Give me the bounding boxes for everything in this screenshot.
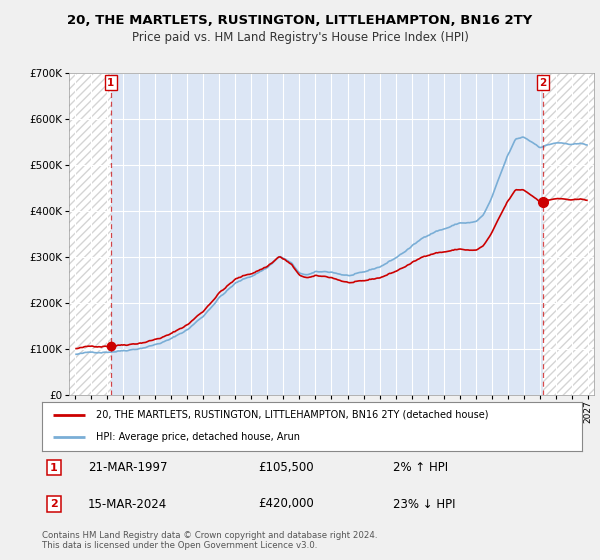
Text: 1: 1 (50, 463, 58, 473)
Text: HPI: Average price, detached house, Arun: HPI: Average price, detached house, Arun (96, 432, 300, 442)
Text: 23% ↓ HPI: 23% ↓ HPI (393, 497, 455, 511)
Text: 1: 1 (107, 78, 115, 87)
Bar (69, 73, 111, 395)
Bar (543, 73, 594, 395)
Text: 20, THE MARTLETS, RUSTINGTON, LITTLEHAMPTON, BN16 2TY: 20, THE MARTLETS, RUSTINGTON, LITTLEHAMP… (67, 14, 533, 27)
Text: 20, THE MARTLETS, RUSTINGTON, LITTLEHAMPTON, BN16 2TY (detached house): 20, THE MARTLETS, RUSTINGTON, LITTLEHAMP… (96, 410, 488, 420)
Text: Contains HM Land Registry data © Crown copyright and database right 2024.
This d: Contains HM Land Registry data © Crown c… (42, 531, 377, 550)
Text: 2% ↑ HPI: 2% ↑ HPI (393, 461, 448, 474)
Text: £105,500: £105,500 (258, 461, 314, 474)
Bar (69, 73, 111, 395)
Text: 2: 2 (539, 78, 547, 87)
Text: 15-MAR-2024: 15-MAR-2024 (88, 497, 167, 511)
Text: 2: 2 (50, 499, 58, 509)
Bar (543, 73, 594, 395)
Text: £420,000: £420,000 (258, 497, 314, 511)
Text: 21-MAR-1997: 21-MAR-1997 (88, 461, 167, 474)
Text: Price paid vs. HM Land Registry's House Price Index (HPI): Price paid vs. HM Land Registry's House … (131, 31, 469, 44)
